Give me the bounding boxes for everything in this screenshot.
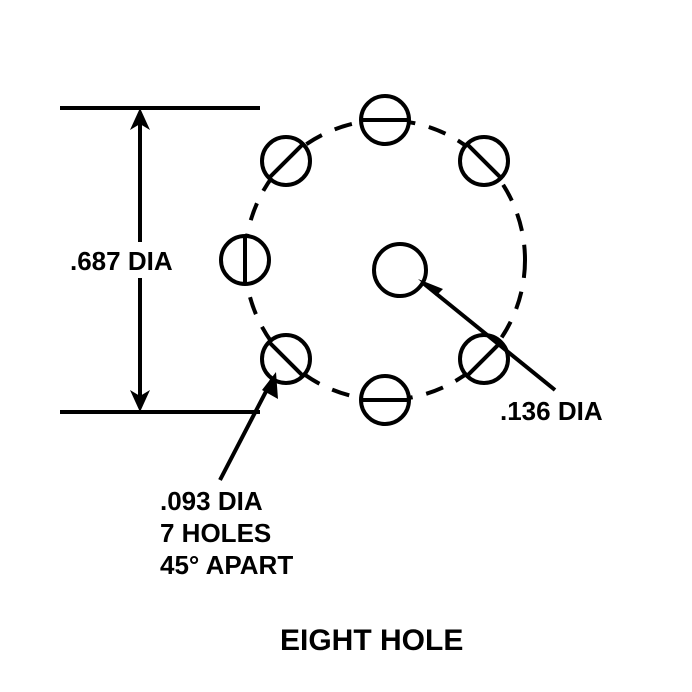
eight-hole-diagram: .687 DIA .136 DIA .093 DIA 7 HOLES 45° A… [0,0,692,692]
outer-hole-label-1: .093 DIA [160,486,263,516]
outer-holes [221,96,508,424]
center-hole [374,244,426,296]
outer-hole-label-2: 7 HOLES [160,518,271,548]
diagram-title: EIGHT HOLE [280,624,463,657]
bolt-circle-dia-label: .687 DIA [70,246,173,276]
outer-hole-label-3: 45° APART [160,550,293,580]
leader-outer-hole [220,372,278,480]
center-hole-dia-label: .136 DIA [500,396,603,426]
